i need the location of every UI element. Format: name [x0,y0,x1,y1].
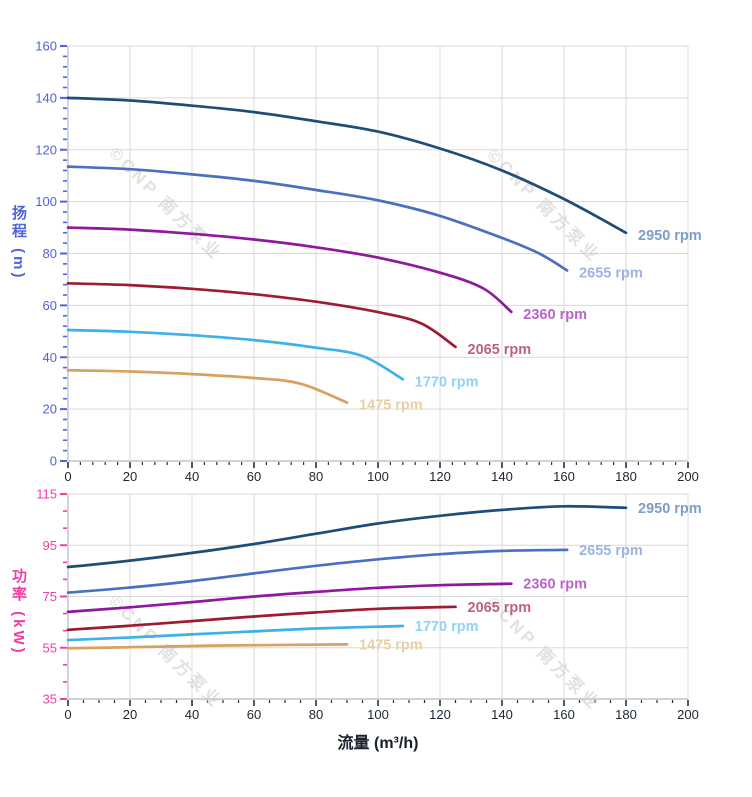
head-series-label-2655-rpm: 2655 rpm [579,265,643,281]
power-series-label-2950-rpm: 2950 rpm [638,501,702,517]
head-x-tick-label: 200 [677,469,699,484]
power-x-tick-label: 0 [64,707,71,722]
head-x-tick-label: 40 [185,469,199,484]
head-x-tick-label: 0 [64,469,71,484]
power-x-tick-label: 160 [553,707,575,722]
head-y-tick-label: 100 [35,194,57,209]
head-x-tick-label: 180 [615,469,637,484]
power-y-tick-label: 35 [43,692,57,707]
power-curve-2360-rpm [66,582,513,614]
power-curve-2655-rpm [66,548,569,595]
power-series-label-2360-rpm: 2360 rpm [523,577,587,593]
head-series-label-2950-rpm: 2950 rpm [638,228,702,244]
power-y-axis-title: 功率 (kW) [10,568,27,656]
power-series-label-2065-rpm: 2065 rpm [468,600,532,616]
head-curve-1770-rpm [66,328,405,381]
power-y-tick-label: 75 [43,589,57,604]
head-x-tick-label: 100 [367,469,389,484]
watermark: ©CNP 南方泵业 [483,145,605,267]
power-series-label-1770-rpm: 1770 rpm [415,619,479,635]
power-x-tick-label: 20 [123,707,137,722]
head-y-tick-label: 140 [35,90,57,105]
head-x-tick-label: 60 [247,469,261,484]
power-x-tick-label: 80 [309,707,323,722]
head-y-tick-label: 80 [43,246,57,261]
power-curve-2950-rpm [66,504,628,569]
head-y-tick-label: 20 [43,402,57,417]
head-x-tick-label: 140 [491,469,513,484]
head-y-tick-label: 160 [35,39,57,54]
power-y-tick-label: 55 [43,640,57,655]
power-x-tick-label: 120 [429,707,451,722]
head-x-tick-label: 20 [123,469,137,484]
power-x-tick-label: 180 [615,707,637,722]
head-curve-1475-rpm [66,368,349,404]
head-series-label-2360-rpm: 2360 rpm [523,307,587,323]
x-axis-title: 流量 (m³/h) [337,735,419,752]
power-series-label-2655-rpm: 2655 rpm [579,543,643,559]
power-x-tick-label: 200 [677,707,699,722]
power-x-tick-label: 40 [185,707,199,722]
head-series-label-2065-rpm: 2065 rpm [468,342,532,358]
head-y-tick-label: 120 [35,142,57,157]
head-curve-2065-rpm [66,281,457,349]
power-curve-1770-rpm [66,624,405,642]
power-series-label-1475-rpm: 1475 rpm [359,637,423,653]
head-curve-2655-rpm [66,165,569,272]
power-curve-1475-rpm [66,643,349,650]
power-y-tick-label: 115 [36,487,57,502]
power-x-tick-label: 140 [491,707,513,722]
head-x-tick-label: 80 [309,469,323,484]
watermark: ©CNP 南方泵业 [105,143,227,265]
head-series-label-1475-rpm: 1475 rpm [359,398,423,414]
head-y-tick-label: 40 [43,350,57,365]
head-y-tick-label: 0 [50,454,57,469]
head-series-label-1770-rpm: 1770 rpm [415,374,479,390]
power-y-tick-label: 95 [43,538,57,553]
head-curve-2360-rpm [66,226,513,314]
head-y-axis-title: 扬程 (m) [10,205,27,281]
head-x-tick-label: 120 [429,469,451,484]
head-y-tick-label: 60 [43,298,57,313]
power-curve-2065-rpm [66,605,457,632]
power-x-tick-label: 60 [247,707,261,722]
power-x-tick-label: 100 [367,707,389,722]
head-curve-2950-rpm [66,96,628,235]
head-x-tick-label: 160 [553,469,575,484]
